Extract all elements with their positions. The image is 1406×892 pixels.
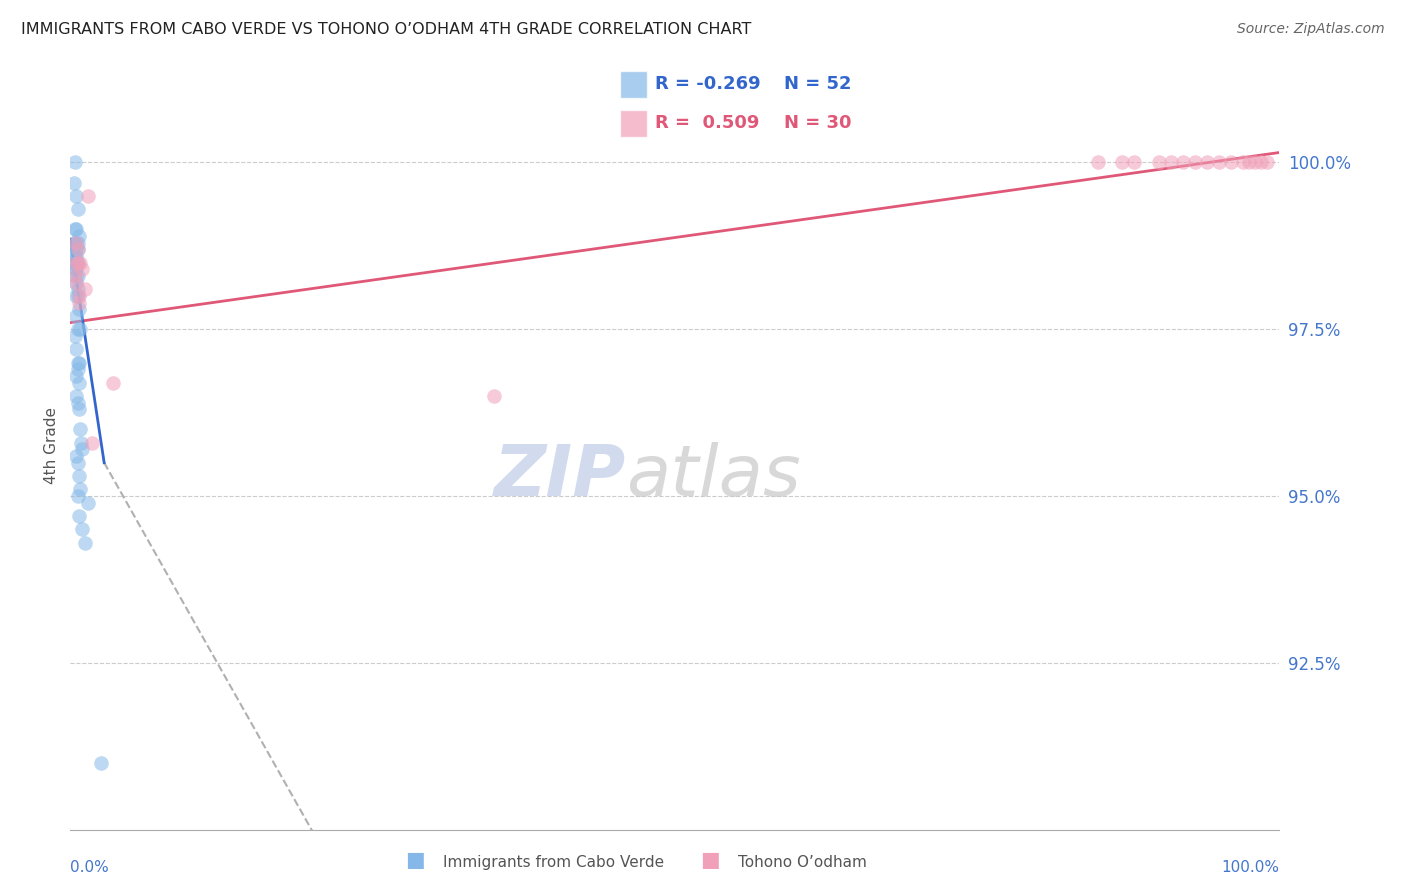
Point	[482, 389, 505, 403]
Point	[73, 282, 96, 296]
Point	[1160, 155, 1182, 169]
Point	[66, 242, 89, 256]
Point	[63, 176, 86, 190]
Point	[65, 276, 87, 290]
Point	[65, 262, 87, 277]
Point	[72, 442, 94, 457]
Point	[65, 249, 87, 263]
Bar	[620, 110, 647, 137]
Point	[1220, 155, 1243, 169]
Point	[66, 282, 89, 296]
Text: 100.0%: 100.0%	[1222, 860, 1279, 875]
Point	[66, 289, 89, 303]
Point	[65, 389, 87, 403]
Point	[67, 402, 90, 417]
Point	[66, 235, 89, 250]
Point	[65, 268, 87, 283]
Bar	[620, 71, 647, 98]
Point	[70, 435, 93, 450]
Point	[66, 255, 89, 269]
Point	[77, 496, 100, 510]
Point	[67, 356, 90, 370]
Point	[66, 489, 89, 503]
Point	[63, 155, 86, 169]
Point	[63, 222, 86, 236]
Point	[1087, 155, 1109, 169]
Point	[66, 268, 89, 283]
Text: Tohono O’odham: Tohono O’odham	[738, 855, 868, 870]
Text: Source: ZipAtlas.com: Source: ZipAtlas.com	[1237, 22, 1385, 37]
Point	[65, 368, 87, 383]
Text: ■: ■	[405, 850, 425, 870]
Point	[67, 302, 90, 317]
Point	[66, 202, 89, 217]
Point	[69, 422, 91, 436]
Point	[67, 295, 90, 310]
Point	[65, 276, 87, 290]
Text: R =  0.509: R = 0.509	[655, 114, 759, 132]
Point	[65, 235, 87, 250]
Point	[1239, 155, 1261, 169]
Point	[67, 228, 90, 243]
Point	[101, 376, 124, 390]
Point	[63, 249, 86, 263]
Text: N = 30: N = 30	[785, 114, 852, 132]
Point	[65, 309, 87, 323]
Point	[69, 255, 91, 269]
Point	[67, 376, 90, 390]
Point	[66, 456, 89, 470]
Point	[73, 535, 96, 549]
Point	[67, 469, 90, 483]
Text: 0.0%: 0.0%	[70, 860, 110, 875]
Text: atlas: atlas	[627, 442, 801, 510]
Text: R = -0.269: R = -0.269	[655, 76, 761, 94]
Point	[1232, 155, 1254, 169]
Point	[65, 449, 87, 463]
Point	[72, 522, 94, 536]
Point	[90, 756, 111, 770]
Point	[66, 242, 89, 256]
Point	[1147, 155, 1170, 169]
Point	[63, 262, 86, 277]
Point	[63, 255, 86, 269]
Point	[63, 329, 86, 343]
Point	[77, 189, 100, 203]
Point	[66, 395, 89, 409]
Point	[66, 255, 89, 269]
Point	[65, 289, 87, 303]
Point	[67, 289, 90, 303]
Y-axis label: 4th Grade: 4th Grade	[44, 408, 59, 484]
Point	[66, 322, 89, 336]
Point	[65, 255, 87, 269]
Point	[1256, 155, 1278, 169]
Point	[69, 322, 91, 336]
Point	[63, 235, 86, 250]
Text: IMMIGRANTS FROM CABO VERDE VS TOHONO O’ODHAM 4TH GRADE CORRELATION CHART: IMMIGRANTS FROM CABO VERDE VS TOHONO O’O…	[21, 22, 751, 37]
Point	[65, 343, 87, 357]
Point	[65, 189, 87, 203]
Point	[66, 356, 89, 370]
Point	[1171, 155, 1194, 169]
Point	[1244, 155, 1267, 169]
Point	[67, 509, 90, 524]
Point	[1250, 155, 1272, 169]
Point	[1123, 155, 1146, 169]
Point	[66, 362, 89, 376]
Point	[63, 268, 86, 283]
Point	[69, 483, 91, 497]
Point	[1208, 155, 1230, 169]
Point	[65, 255, 87, 269]
Text: ZIP: ZIP	[495, 442, 627, 510]
Point	[1184, 155, 1206, 169]
Point	[80, 435, 103, 450]
Text: Immigrants from Cabo Verde: Immigrants from Cabo Verde	[443, 855, 664, 870]
Point	[65, 222, 87, 236]
Point	[1111, 155, 1133, 169]
Point	[65, 242, 87, 256]
Point	[65, 235, 87, 250]
Text: N = 52: N = 52	[785, 76, 852, 94]
Text: ■: ■	[700, 850, 720, 870]
Point	[72, 262, 94, 277]
Point	[1195, 155, 1218, 169]
